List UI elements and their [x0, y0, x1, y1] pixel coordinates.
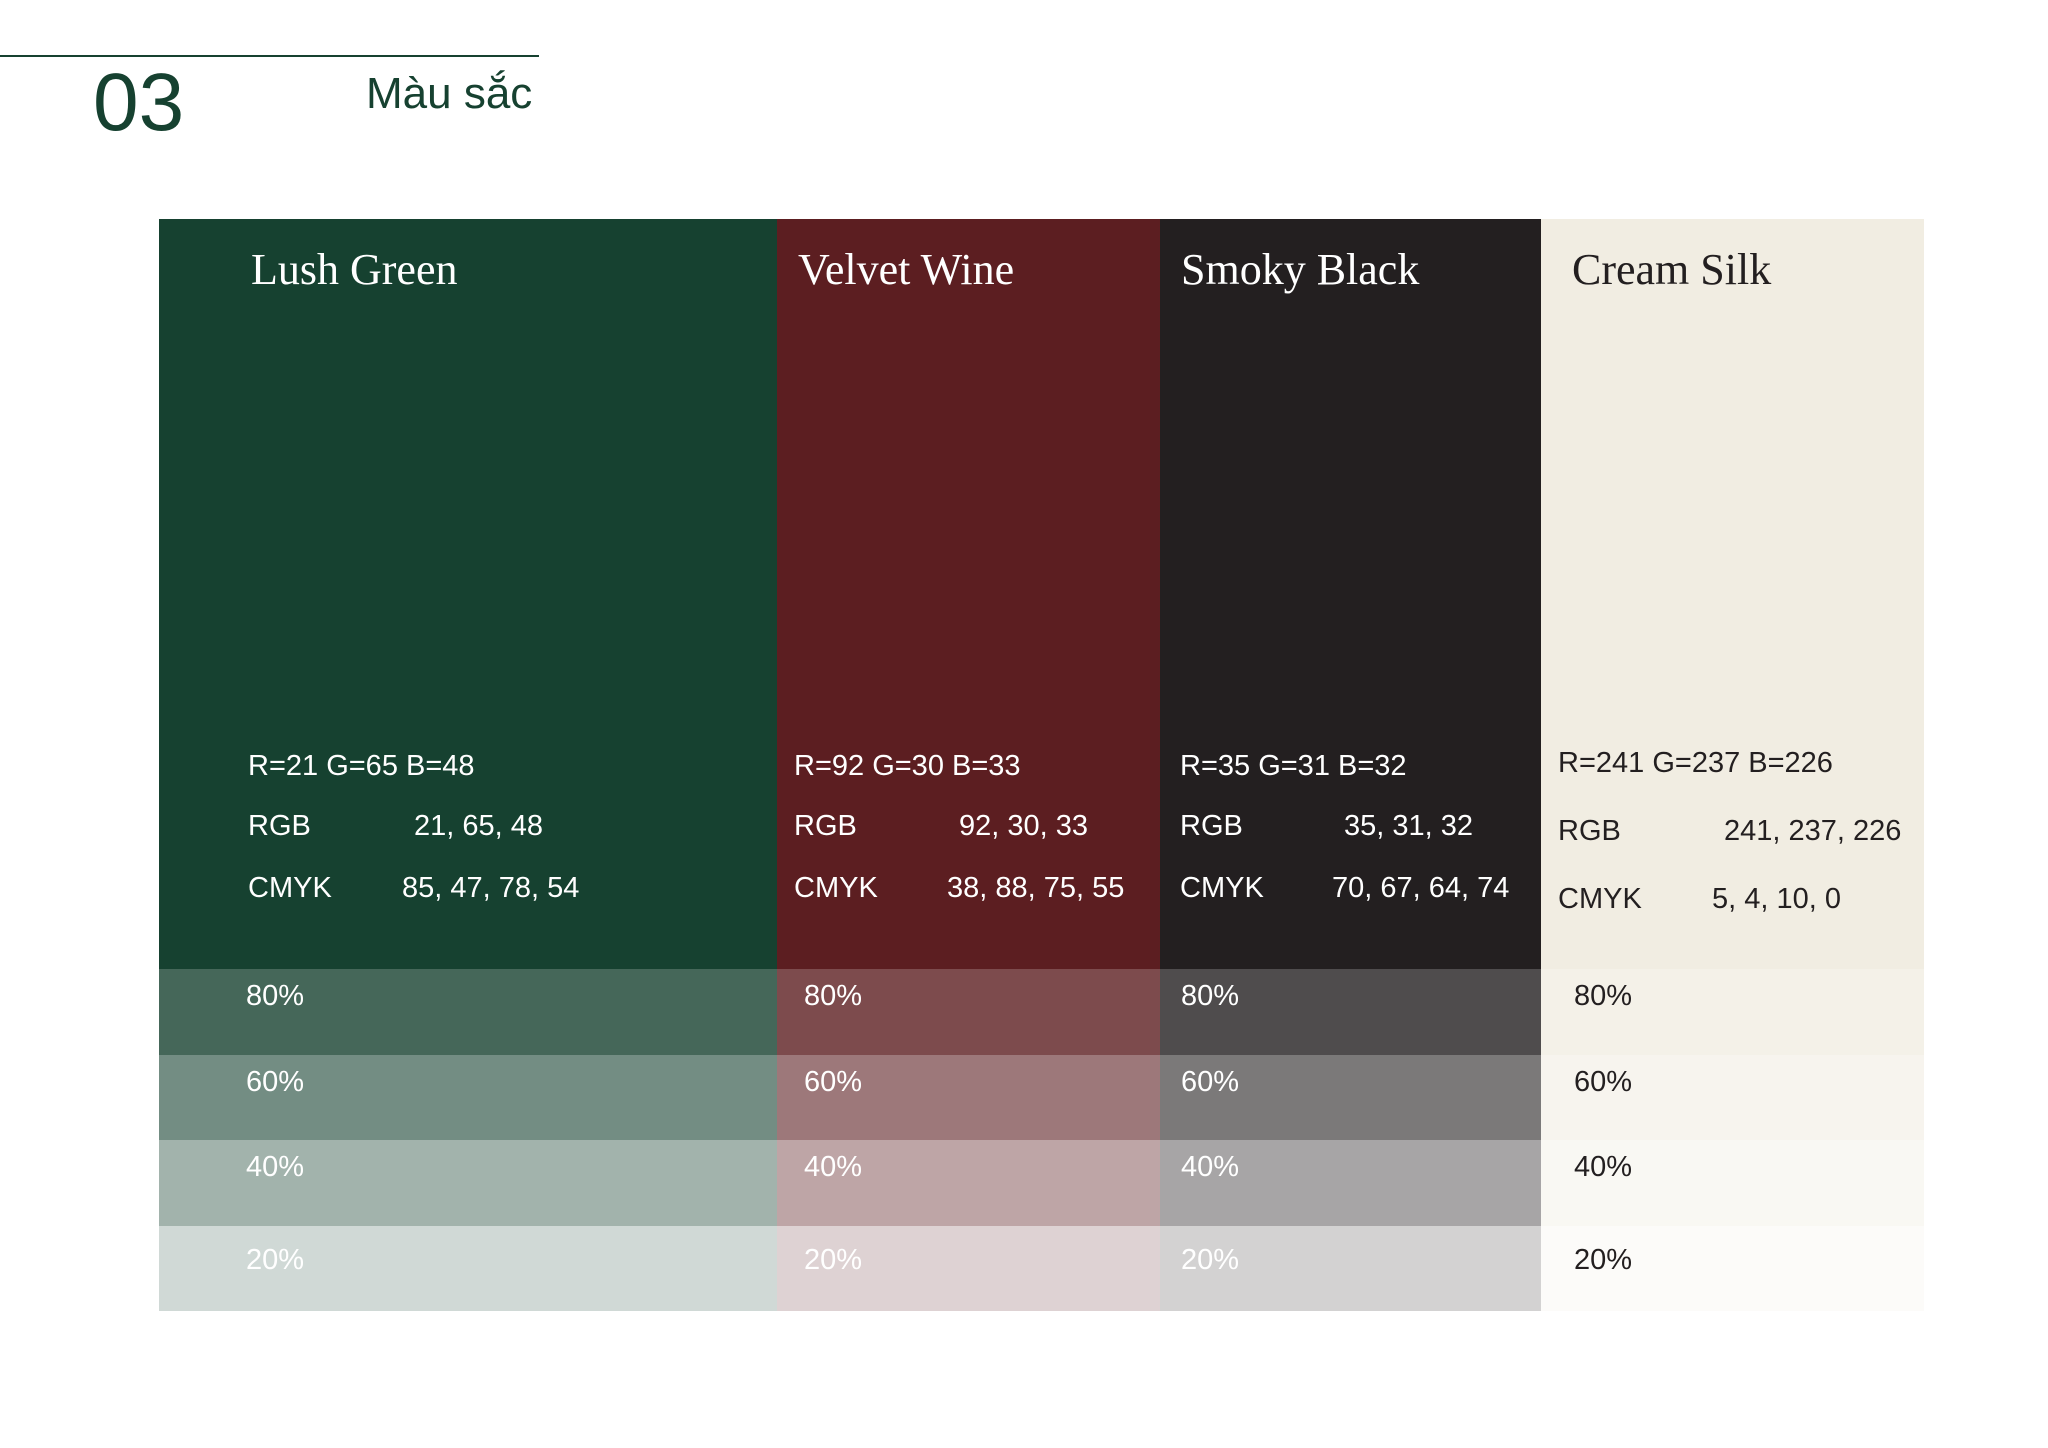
- cmyk-value: 5, 4, 10, 0: [1712, 883, 1841, 915]
- tint-label: 80%: [804, 980, 863, 1012]
- color-code: R=35 G=31 B=32: [1180, 750, 1407, 782]
- tint-label: 20%: [804, 1244, 863, 1276]
- color-block: [1541, 219, 1924, 969]
- tint-label: 40%: [804, 1151, 863, 1183]
- tint-label: 80%: [1574, 980, 1633, 1012]
- rgb-value: 21, 65, 48: [414, 810, 543, 842]
- color-block: [777, 219, 1160, 969]
- tint-block: [1541, 1140, 1924, 1226]
- tint-label: 60%: [1574, 1066, 1633, 1098]
- tint-label: 80%: [246, 980, 305, 1012]
- tint-block: [777, 1140, 1160, 1226]
- rgb-value: 35, 31, 32: [1344, 810, 1473, 842]
- swatch-name: Smoky Black: [1181, 245, 1420, 294]
- tint-block: [1541, 1054, 1924, 1140]
- rgb-value: 92, 30, 33: [959, 810, 1088, 842]
- color-block: [1160, 219, 1541, 969]
- color-code: R=241 G=237 B=226: [1558, 747, 1833, 779]
- tint-block: [1160, 1225, 1541, 1311]
- cmyk-value: 70, 67, 64, 74: [1332, 872, 1510, 904]
- cmyk-label: CMYK: [794, 872, 878, 904]
- tint-label: 80%: [1181, 980, 1240, 1012]
- tint-block: [1160, 1140, 1541, 1226]
- tint-label: 40%: [1574, 1151, 1633, 1183]
- tint-label: 40%: [246, 1151, 305, 1183]
- rgb-label: RGB: [1180, 810, 1243, 842]
- tint-label: 60%: [1181, 1066, 1240, 1098]
- cmyk-label: CMYK: [1180, 872, 1264, 904]
- color-code: R=92 G=30 B=33: [794, 750, 1021, 782]
- tint-label: 20%: [1574, 1244, 1633, 1276]
- tint-block: [1541, 969, 1924, 1055]
- tint-label: 60%: [804, 1066, 863, 1098]
- tint-block: [777, 1054, 1160, 1140]
- tint-block: [1160, 969, 1541, 1055]
- section-title: Màu sắc: [366, 69, 533, 118]
- tint-block: [159, 969, 777, 1055]
- tint-block: [159, 1225, 777, 1311]
- tint-label: 20%: [1181, 1244, 1240, 1276]
- section-number: 03: [93, 57, 185, 148]
- header-rule: [0, 55, 539, 57]
- cmyk-value: 38, 88, 75, 55: [947, 872, 1125, 904]
- swatch-name: Cream Silk: [1572, 245, 1772, 294]
- tint-block: [1160, 1054, 1541, 1140]
- color-block: [159, 219, 777, 969]
- cmyk-label: CMYK: [1558, 883, 1642, 915]
- cmyk-value: 85, 47, 78, 54: [402, 872, 580, 904]
- color-code: R=21 G=65 B=48: [248, 750, 475, 782]
- tint-label: 60%: [246, 1066, 305, 1098]
- tint-label: 40%: [1181, 1151, 1240, 1183]
- tint-block: [1541, 1225, 1924, 1311]
- swatch-name: Velvet Wine: [798, 245, 1015, 294]
- swatch-name: Lush Green: [251, 245, 458, 294]
- tint-block: [159, 1140, 777, 1226]
- tint-label: 20%: [246, 1244, 305, 1276]
- rgb-label: RGB: [794, 810, 857, 842]
- tint-block: [777, 1225, 1160, 1311]
- tint-block: [159, 1054, 777, 1140]
- rgb-label: RGB: [1558, 815, 1621, 847]
- rgb-value: 241, 237, 226: [1724, 815, 1902, 847]
- tint-block: [777, 969, 1160, 1055]
- rgb-label: RGB: [248, 810, 311, 842]
- cmyk-label: CMYK: [248, 872, 332, 904]
